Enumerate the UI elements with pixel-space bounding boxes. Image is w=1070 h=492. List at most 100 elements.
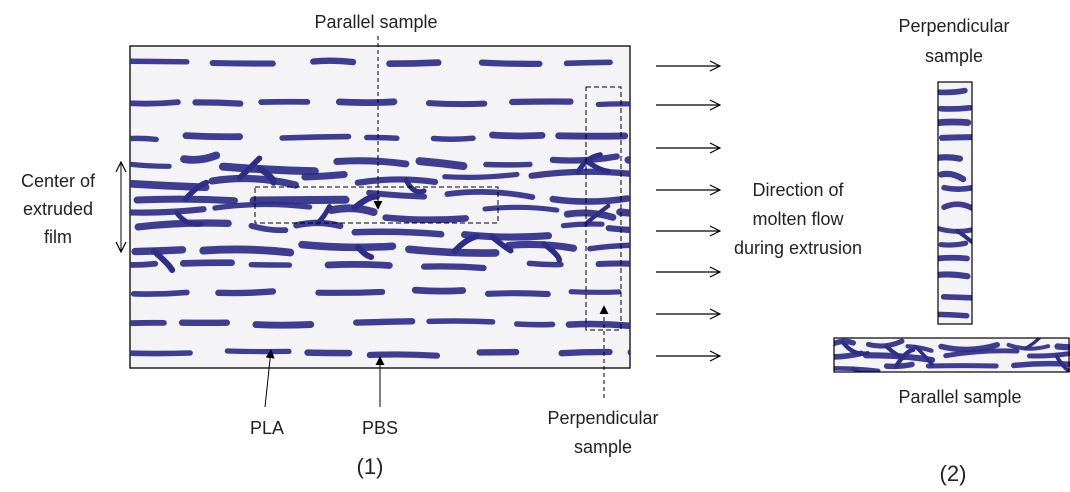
pbs-streak: [442, 171, 520, 180]
pbs-streak: [130, 289, 190, 297]
pbs-streak: [335, 98, 398, 107]
pbs-dispersed-phase-streaks: [130, 57, 696, 359]
pla-label: PLA: [250, 418, 284, 438]
flow-label-line-1: Direction of: [752, 180, 844, 200]
pbs-streak-branch: [355, 243, 375, 260]
pbs-streak: [938, 311, 970, 319]
pbs-streak: [199, 245, 295, 257]
pbs-streak: [1026, 350, 1070, 359]
panel-1-caption: (1): [357, 454, 384, 479]
pbs-streak: [526, 260, 564, 268]
pbs-streak: [182, 132, 243, 141]
pbs-streak: [134, 219, 232, 231]
pbs-streak: [482, 204, 560, 213]
pbs-streak-branch: [629, 244, 630, 248]
pbs-streak: [938, 271, 971, 280]
pbs-streak-branch: [182, 179, 210, 202]
flow-label-line-2: molten flow: [752, 209, 844, 229]
pbs-streak: [130, 179, 210, 192]
pbs-streak: [130, 99, 181, 107]
pbs-streak-branch: [955, 228, 972, 245]
parallel-sample-label-top: Parallel sample: [314, 12, 437, 32]
pbs-streak: [938, 342, 1000, 353]
pbs-streak: [131, 246, 187, 256]
pbs-streak: [430, 135, 476, 142]
parallel-sample-strip: [833, 337, 1070, 373]
pbs-streak: [219, 162, 319, 176]
pbs-streak: [130, 319, 167, 327]
pbs-streak: [1006, 342, 1051, 351]
pbs-streak: [627, 348, 630, 356]
pbs-streak: [549, 195, 630, 205]
pbs-streak: [248, 222, 289, 234]
pbs-streak: [304, 349, 353, 357]
perpendicular-sample-strip: [937, 81, 973, 325]
pbs-streak-branch: [489, 233, 514, 254]
pbs-streak-branch: [351, 193, 380, 211]
pbs-streak-branch: [851, 366, 863, 372]
pbs-streak: [943, 348, 1020, 359]
perpendicular-strip-streaks: [938, 87, 972, 319]
pbs-streak-branch: [541, 241, 563, 263]
pbs-streak: [478, 59, 543, 67]
pbs-streak: [130, 58, 190, 65]
pbs-streak: [180, 151, 221, 164]
pbs-streak-branch: [672, 214, 696, 232]
pbs-streak-branch: [667, 219, 678, 231]
pbs-streak: [563, 209, 617, 221]
pbs-streak: [1011, 360, 1070, 369]
pbs-streak: [252, 321, 315, 329]
pbs-streak: [179, 259, 235, 267]
pbs-streak: [941, 184, 972, 193]
pbs-label: PBS: [362, 418, 398, 438]
pbs-streak: [862, 352, 936, 364]
flow-label-line-3: during extrusion: [734, 238, 862, 258]
film-sample-panel: [129, 45, 696, 369]
center-of-film-label: Center of extruded film: [21, 171, 96, 247]
pbs-streak: [279, 133, 352, 141]
center-label-line-2: extruded: [23, 199, 93, 219]
pbs-streak: [605, 225, 630, 234]
perpendicular-label-line-2: sample: [574, 437, 632, 457]
pbs-streak: [315, 288, 386, 296]
pbs-streak: [938, 240, 969, 248]
pbs-streak: [563, 59, 613, 67]
pbs-streak-branch: [451, 233, 480, 255]
pbs-streak: [883, 361, 915, 370]
pbs-streak: [249, 195, 350, 205]
pbs-streak: [421, 263, 487, 272]
pbs-streak: [366, 351, 441, 359]
pbs-streak: [595, 260, 630, 268]
pbs-streak: [1054, 343, 1070, 351]
pbs-streak: [941, 201, 972, 212]
pbs-streak: [301, 171, 348, 181]
pbs-streak: [905, 344, 934, 353]
pbs-streak: [484, 290, 551, 298]
pbs-streak: [130, 206, 207, 216]
pbs-streak-branch: [575, 152, 603, 175]
pbs-streak: [364, 134, 400, 141]
pbs-streak: [938, 225, 972, 234]
pbs-streak: [639, 64, 681, 65]
pbs-streak: [130, 135, 159, 143]
pla-pointer: [264, 349, 275, 408]
pbs-streak: [558, 348, 613, 357]
pbs-streak: [215, 288, 277, 297]
pbs-streak: [616, 208, 630, 217]
pbs-streak: [382, 214, 469, 224]
pbs-streak: [514, 321, 556, 328]
pbs-streak: [333, 157, 410, 168]
pbs-streak: [208, 174, 299, 189]
pbs-streak: [938, 154, 963, 162]
panel2-perp-label-line-2: sample: [925, 46, 983, 66]
flow-direction-label: Direction of molten flow during extrusio…: [734, 180, 862, 258]
pbs-streak: [568, 289, 622, 295]
pbs-streak: [411, 286, 467, 295]
pbs-streak: [298, 240, 397, 252]
pbs-streak: [354, 176, 439, 186]
pbs-streak: [212, 201, 313, 211]
pbs-streak: [366, 189, 428, 200]
flow-direction-arrows: [656, 66, 720, 356]
pbs-streak: [444, 189, 536, 200]
